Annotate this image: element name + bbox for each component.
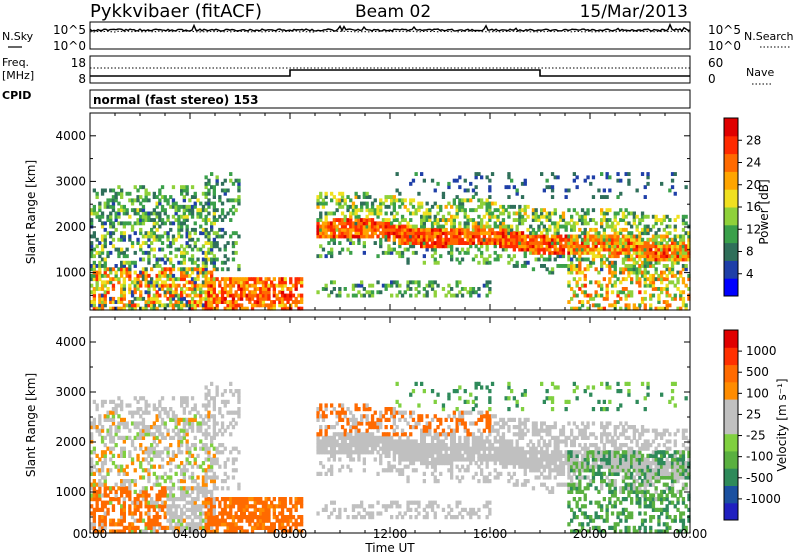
- y-tick-label: 1000: [55, 485, 86, 499]
- colorbar-tick-label: -500: [746, 471, 773, 485]
- noise-tick-left-top: 10^5: [53, 23, 86, 37]
- colorbar-swatch: [724, 364, 738, 383]
- nsky-trace: [89, 22, 691, 33]
- freq-label: Freq.: [2, 56, 29, 69]
- colorbar-swatch: [724, 468, 738, 486]
- colorbar-frame: [723, 329, 739, 521]
- power-colorbar: 4 8 12 16 20 24 28: [723, 117, 761, 297]
- colorbar-swatch: [724, 450, 738, 469]
- colorbar-tick-label: -100: [746, 450, 773, 464]
- colorbar-swatch: [724, 189, 738, 208]
- power-ylabel: Slant Range [km]: [24, 160, 38, 264]
- x-tick-label: 16:00: [473, 527, 508, 541]
- noise-tick-left-bottom: 10^0: [53, 39, 86, 53]
- colorbar-swatch: [724, 135, 738, 155]
- colorbar-tick-label: 500: [746, 365, 769, 379]
- colorbar-tick-label: 20: [746, 178, 761, 192]
- colorbar-swatch: [724, 502, 738, 521]
- colorbar-swatch: [724, 171, 738, 190]
- colorbar-swatch: [724, 330, 738, 348]
- colorbar-tick-label: 16: [746, 200, 761, 214]
- cpid-label: CPID: [2, 89, 31, 102]
- noise-tick-right-bottom: 10^0: [708, 39, 741, 53]
- x-axis-label: Time UT: [364, 541, 415, 554]
- noise-tick-right-top: 10^5: [708, 23, 741, 37]
- nave-tick-top: 60: [708, 56, 723, 70]
- colorbar-tick-label: -25: [746, 429, 766, 443]
- cpid-value: normal (fast stereo) 153: [93, 93, 259, 107]
- colorbar-swatch: [724, 207, 738, 226]
- colorbar-swatch: [724, 399, 738, 417]
- y-tick-label: 4000: [55, 335, 86, 349]
- y-tick-label: 2000: [55, 220, 86, 234]
- x-tick-label: 20:00: [573, 527, 608, 541]
- colorbar-tick-label: 24: [746, 156, 761, 170]
- station-title: Pykkvibaer (fitACF): [90, 1, 262, 22]
- nsearch-trace: [89, 30, 691, 33]
- freq-tick-top: 18: [71, 56, 86, 70]
- power-panel: 1000 2000 3000 4000 Slant Range [km] 4 8 12 16…: [24, 112, 771, 311]
- colorbar-swatch: [724, 381, 738, 400]
- nave-tick-bottom: 0: [708, 72, 716, 86]
- colorbar-swatch: [724, 433, 738, 452]
- y-tick-label: 3000: [55, 174, 86, 188]
- colorbar-tick-label: 25: [746, 407, 761, 421]
- colorbar-tick-label: 12: [746, 222, 761, 236]
- y-tick-label: 2000: [55, 435, 86, 449]
- power-colorbar-label: Power [dB]: [757, 179, 771, 244]
- velocity-colorbar-label: Velocity [m s⁻¹]: [775, 378, 789, 471]
- nsearch-label: N.Search: [744, 30, 794, 43]
- nsky-label: N.Sky: [2, 30, 34, 43]
- x-tick-label: 00:00: [673, 527, 708, 541]
- colorbar-swatch: [724, 118, 738, 137]
- date-title: 15/Mar/2013: [580, 2, 688, 22]
- colorbar-swatch: [724, 224, 738, 244]
- cpid-panel: normal (fast stereo) 153: [89, 89, 691, 109]
- freq-tick-bottom: 8: [78, 72, 86, 86]
- x-tick-label: 08:00: [273, 527, 308, 541]
- colorbar-tick-label: 4: [746, 267, 754, 281]
- colorbar-tick-label: 1000: [746, 344, 777, 358]
- freq-unit-label: [MHz]: [2, 69, 34, 82]
- frequency-panel: Freq. [MHz] CPID 18 8 60 0 Nave: [2, 55, 774, 102]
- nave-label: Nave: [746, 66, 774, 79]
- beam-title: Beam 02: [355, 2, 431, 22]
- colorbar-swatch: [724, 347, 738, 366]
- colorbar-tick-label: 100: [746, 386, 769, 400]
- colorbar-swatch: [724, 242, 738, 261]
- velocity-heatmap-cells: [90, 381, 691, 534]
- x-tick-label: 04:00: [173, 527, 208, 541]
- colorbar-swatch: [724, 153, 738, 172]
- velocity-ylabel: Slant Range [km]: [24, 373, 38, 477]
- colorbar-swatch: [724, 260, 738, 279]
- colorbar-tick-label: 8: [746, 245, 754, 259]
- colorbar-swatch: [724, 416, 738, 435]
- noise-panel: N.Sky N.Search 10^5 10^0 10^5 10^0: [2, 21, 794, 53]
- x-tick-label: 00:00: [73, 527, 108, 541]
- colorbar-tick-label: 28: [746, 133, 761, 147]
- colorbar-swatch: [724, 278, 738, 297]
- power-heatmap-cells: [90, 172, 691, 311]
- y-tick-label: 4000: [55, 129, 86, 143]
- x-tick-label: 12:00: [373, 527, 408, 541]
- velocity-panel: 1000 2000 3000 4000 Slant Range [km] 1000 50…: [24, 316, 789, 534]
- freq-trace: [90, 69, 690, 77]
- velocity-colorbar: 1000 500 100 25 -25 -100 -500 -1000: [723, 329, 781, 521]
- colorbar-tick-label: -1000: [746, 492, 781, 506]
- colorbar-swatch: [724, 485, 738, 504]
- y-tick-label: 3000: [55, 385, 86, 399]
- y-tick-label: 1000: [55, 266, 86, 280]
